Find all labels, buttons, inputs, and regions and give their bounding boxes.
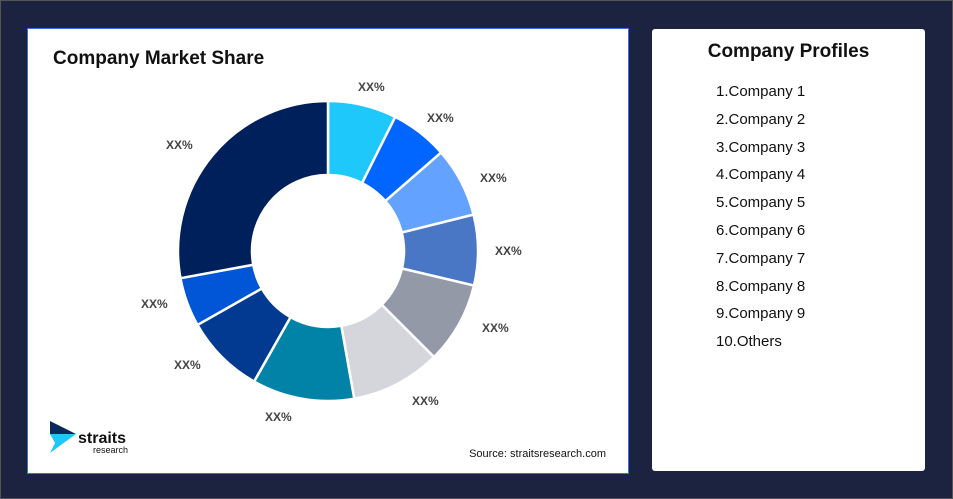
slice-label-3: XX%: [480, 171, 507, 185]
source-note: Source: straitsresearch.com: [469, 448, 606, 460]
slice-label-9: XX%: [141, 297, 168, 311]
profile-item: 3.Company 3: [716, 138, 806, 156]
company-profiles-panel: Company Profiles 1.Company 1 2.Company 2…: [652, 29, 925, 471]
straits-logo: straits research: [50, 421, 140, 462]
slice-label-10: XX%: [166, 138, 193, 152]
slice-label-6: XX%: [412, 394, 439, 408]
svg-text:straits: straits: [78, 430, 126, 447]
slice-label-7: XX%: [265, 410, 292, 424]
slice-label-2: XX%: [427, 111, 454, 125]
profile-item: 10.Others: [716, 333, 782, 351]
profile-item: 2.Company 2: [716, 110, 806, 128]
profile-item: 9.Company 9: [716, 305, 806, 323]
profiles-title: Company Profiles: [707, 41, 870, 62]
slice-label-8: XX%: [174, 358, 201, 372]
profiles-list: 1.Company 1 2.Company 2 3.Company 3 4.Co…: [716, 82, 805, 360]
profile-item: 6.Company 6: [716, 221, 806, 239]
donut-slice-10: [176, 99, 330, 280]
profile-item: 1.Company 1: [716, 83, 806, 100]
profile-item: 4.Company 4: [716, 166, 806, 184]
profile-item: 5.Company 5: [716, 194, 806, 212]
donut-chart: [176, 99, 480, 403]
market-share-panel: Company Market Share XX% XX% XX% XX% XX%…: [27, 28, 629, 474]
profile-item: 7.Company 7: [716, 249, 806, 267]
profile-item: 8.Company 8: [716, 277, 806, 295]
slice-label-5: XX%: [482, 321, 509, 335]
chart-title: Company Market Share: [53, 48, 265, 69]
slice-label-4: XX%: [495, 244, 522, 258]
slice-label-1: XX%: [358, 80, 385, 94]
svg-text:research: research: [93, 445, 128, 455]
